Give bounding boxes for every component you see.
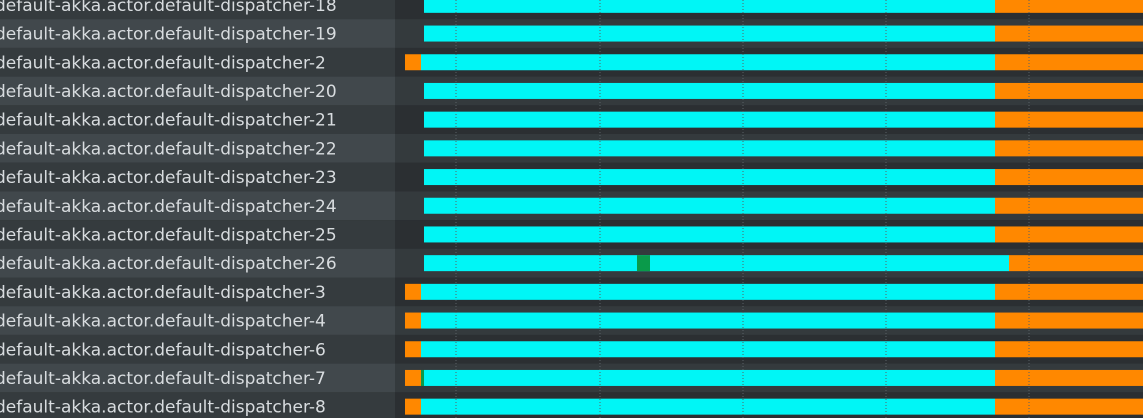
state-segment	[421, 369, 424, 386]
state-segment	[405, 341, 421, 358]
state-segment	[995, 82, 1143, 99]
row-label-bg	[0, 191, 395, 221]
state-segment	[421, 312, 995, 329]
state-segment	[995, 25, 1143, 42]
thread-name: default-akka.actor.default-dispatcher-22	[0, 139, 337, 159]
state-segment	[424, 25, 995, 42]
state-segment	[424, 140, 995, 157]
row-label-bg	[0, 0, 395, 20]
thread-row: default-akka.actor.default-dispatcher-3	[0, 277, 1143, 307]
thread-name: default-akka.actor.default-dispatcher-19	[0, 25, 337, 45]
row-label-bg	[0, 334, 395, 364]
row-label-bg	[0, 248, 395, 278]
thread-name: default-akka.actor.default-dispatcher-25	[0, 225, 337, 245]
row-label-bg	[0, 47, 395, 77]
state-segment	[424, 111, 995, 128]
thread-row: default-akka.actor.default-dispatcher-18	[0, 0, 1143, 20]
state-segment	[995, 398, 1143, 415]
state-segment	[995, 312, 1143, 329]
thread-row: default-akka.actor.default-dispatcher-25	[0, 220, 1143, 249]
state-segment	[424, 369, 995, 386]
row-label-bg	[0, 277, 395, 307]
row-label-bg	[0, 19, 395, 48]
thread-row: default-akka.actor.default-dispatcher-21	[0, 105, 1143, 134]
state-segment	[405, 369, 421, 386]
state-segment	[405, 398, 421, 415]
thread-row: default-akka.actor.default-dispatcher-2	[0, 47, 1143, 77]
state-segment	[424, 169, 995, 186]
state-segment	[995, 197, 1143, 214]
state-segment	[995, 54, 1143, 71]
state-segment	[995, 341, 1143, 358]
state-segment	[995, 369, 1143, 386]
thread-name: default-akka.actor.default-dispatcher-7	[0, 369, 326, 389]
thread-name: default-akka.actor.default-dispatcher-21	[0, 111, 337, 131]
thread-name: default-akka.actor.default-dispatcher-8	[0, 398, 326, 418]
thread-row: default-akka.actor.default-dispatcher-26	[0, 248, 1143, 278]
state-segment	[995, 0, 1143, 13]
thread-name: default-akka.actor.default-dispatcher-2	[0, 53, 326, 73]
state-segment	[424, 0, 995, 13]
state-segment	[995, 169, 1143, 186]
state-segment	[405, 283, 421, 300]
state-segment	[995, 140, 1143, 157]
state-segment	[424, 197, 995, 214]
thread-row: default-akka.actor.default-dispatcher-23	[0, 162, 1143, 192]
thread-name: default-akka.actor.default-dispatcher-3	[0, 283, 326, 303]
thread-name: default-akka.actor.default-dispatcher-4	[0, 312, 326, 332]
row-label-bg	[0, 134, 395, 163]
thread-row: default-akka.actor.default-dispatcher-19	[0, 19, 1143, 48]
row-label-bg	[0, 76, 395, 106]
row-label-bg	[0, 363, 395, 393]
state-segment	[995, 283, 1143, 300]
row-label-bg	[0, 220, 395, 249]
thread-row: default-akka.actor.default-dispatcher-6	[0, 334, 1143, 364]
state-segment	[424, 226, 995, 243]
thread-name: default-akka.actor.default-dispatcher-6	[0, 340, 326, 360]
thread-row: default-akka.actor.default-dispatcher-22	[0, 134, 1143, 163]
state-segment	[405, 312, 421, 329]
row-label-bg	[0, 392, 395, 418]
thread-name: default-akka.actor.default-dispatcher-26	[0, 254, 337, 274]
thread-name: default-akka.actor.default-dispatcher-20	[0, 82, 337, 102]
thread-row: default-akka.actor.default-dispatcher-8	[0, 392, 1143, 418]
row-label-bg	[0, 162, 395, 192]
row-label-bg	[0, 306, 395, 335]
state-segment	[405, 54, 421, 71]
state-segment	[421, 54, 995, 71]
thread-row: default-akka.actor.default-dispatcher-4	[0, 306, 1143, 335]
state-segment	[637, 255, 650, 272]
state-segment	[1009, 255, 1143, 272]
thread-name: default-akka.actor.default-dispatcher-24	[0, 197, 337, 217]
state-segment	[424, 255, 1009, 272]
state-segment	[421, 283, 995, 300]
thread-row: default-akka.actor.default-dispatcher-7	[0, 363, 1143, 393]
state-segment	[421, 341, 995, 358]
state-segment	[424, 82, 995, 99]
row-label-bg	[0, 105, 395, 134]
state-segment	[421, 398, 995, 415]
thread-row: default-akka.actor.default-dispatcher-24	[0, 191, 1143, 221]
thread-row: default-akka.actor.default-dispatcher-20	[0, 76, 1143, 106]
state-segment	[995, 226, 1143, 243]
thread-name: default-akka.actor.default-dispatcher-23	[0, 168, 337, 188]
thread-name: default-akka.actor.default-dispatcher-18	[0, 0, 337, 16]
state-segment	[995, 111, 1143, 128]
